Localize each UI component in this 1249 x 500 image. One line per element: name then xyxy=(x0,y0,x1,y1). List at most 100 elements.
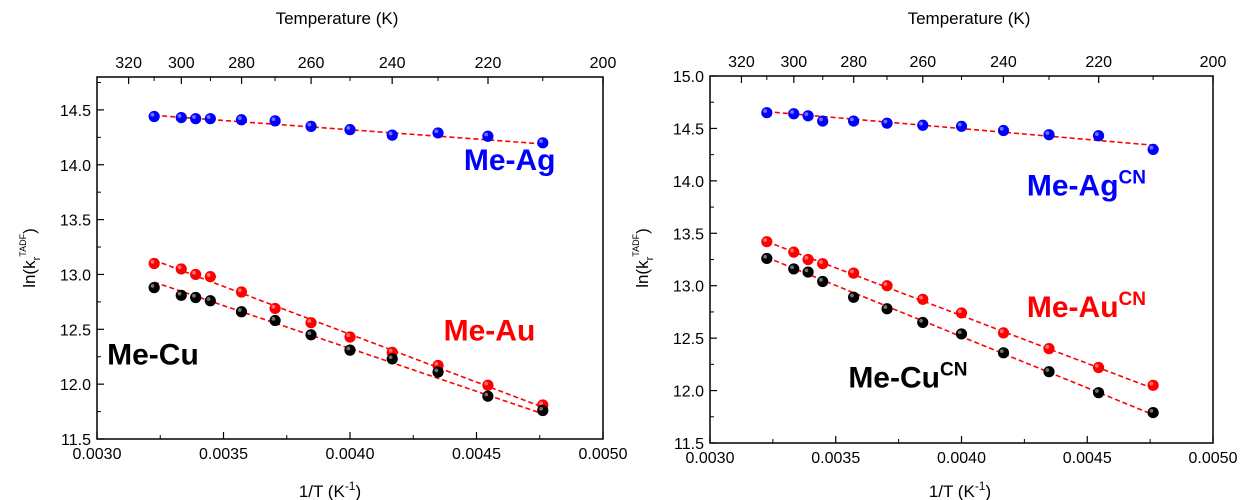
right-point-me-ag xyxy=(1092,130,1105,142)
left-point-highlight-me-au xyxy=(237,288,242,293)
left-y-axis-title-sub: r xyxy=(31,256,43,260)
right-point-me-au xyxy=(881,280,893,292)
right-point-me-cu xyxy=(802,266,814,278)
left-point-me-cu xyxy=(190,291,202,304)
right-point-me-cu xyxy=(997,347,1010,359)
left-series-label-text: Me-Cu xyxy=(107,338,199,371)
left-point-highlight-me-ag xyxy=(484,132,489,137)
left-point-me-au xyxy=(204,271,216,283)
right-point-me-ag xyxy=(917,119,929,131)
right-x-tick-label: 0.0050 xyxy=(1189,450,1238,467)
right-top-axis-title: Temperature (K) xyxy=(908,9,1031,28)
right-x-axis-title: 1/T (K-1) xyxy=(929,479,991,500)
right-point-me-cu xyxy=(848,291,860,303)
right-point-highlight-me-au xyxy=(1149,381,1154,386)
left-point-me-cu xyxy=(148,282,160,294)
left-top-axis-title: Temperature (K) xyxy=(276,9,399,28)
right-y-tick-label: 12.0 xyxy=(673,384,704,401)
left-x-axis-title-main: 1/T (K xyxy=(299,482,346,500)
left-point-highlight-me-ag xyxy=(177,113,182,118)
left-point-me-ag xyxy=(148,110,160,123)
right-point-me-au xyxy=(817,258,829,270)
left-y-tick-label: 14.0 xyxy=(60,158,91,175)
right-point-me-cu xyxy=(1147,406,1159,419)
left-point-me-au xyxy=(235,286,248,298)
right-point-highlight-me-au xyxy=(957,309,962,314)
left-point-me-cu xyxy=(269,314,281,327)
right-y-tick-label: 14.0 xyxy=(673,174,704,191)
left-point-me-cu xyxy=(344,344,356,356)
left-series-label-me-ag: Me-Ag xyxy=(464,144,556,177)
left-series-label-me-au: Me-Au xyxy=(444,314,536,347)
right-point-highlight-me-au xyxy=(1094,363,1099,368)
left-point-me-cu xyxy=(175,289,187,301)
right-x-tick-label: 0.0045 xyxy=(1063,450,1112,467)
left-point-me-au xyxy=(305,317,317,329)
right-point-highlight-me-ag xyxy=(790,110,794,114)
left-top-tick-label: 240 xyxy=(379,55,406,72)
right-top-tick-label: 320 xyxy=(728,54,755,71)
right-point-highlight-me-ag xyxy=(1045,131,1050,135)
right-point-me-au xyxy=(788,246,800,258)
right-y-axis-title-end: ) xyxy=(633,228,652,234)
left-point-highlight-me-ag xyxy=(307,122,312,127)
left-point-highlight-me-ag xyxy=(206,115,211,119)
right-y-tick-label: 11.5 xyxy=(674,436,704,453)
right-point-highlight-me-cu xyxy=(957,330,962,335)
right-point-highlight-me-ag xyxy=(999,126,1004,131)
left-y-axis-title: ln(krTADF) xyxy=(18,228,43,288)
left-point-highlight-me-cu xyxy=(206,297,211,301)
right-y-tick-label: 13.0 xyxy=(673,279,704,296)
right-point-highlight-me-cu xyxy=(999,349,1004,354)
left-point-highlight-me-cu xyxy=(539,406,543,411)
left-point-highlight-me-au xyxy=(388,348,393,353)
right-point-highlight-me-cu xyxy=(1045,368,1050,372)
left-point-me-ag xyxy=(432,127,444,139)
right-point-highlight-me-ag xyxy=(1149,145,1154,150)
left-point-highlight-me-au xyxy=(271,304,276,309)
left-series-label-me-cu: Me-Cu xyxy=(107,338,199,371)
right-top-tick-label: 300 xyxy=(780,54,807,71)
left-data-marks: 0.0030 0.0035 0.0040 0.0045 0.0050 11.5 12.0 12… xyxy=(60,55,628,463)
left-point-highlight-me-au xyxy=(346,333,351,338)
left-point-me-cu xyxy=(537,404,549,417)
left-y-tick-label: 13.0 xyxy=(60,267,91,284)
right-point-me-au xyxy=(802,253,814,266)
left-point-me-ag xyxy=(204,113,216,125)
left-point-me-au xyxy=(148,257,160,270)
left-point-highlight-me-cu xyxy=(237,308,242,312)
right-point-me-au xyxy=(1147,379,1159,391)
right-point-highlight-me-au xyxy=(790,248,794,253)
right-y-tick-label: 14.5 xyxy=(673,121,704,138)
right-x-tick-label: 0.0035 xyxy=(811,450,860,467)
right-point-me-ag xyxy=(802,110,814,122)
right-x-tick-label: 0.0030 xyxy=(686,450,735,467)
left-point-highlight-me-ag xyxy=(150,112,155,117)
left-point-me-ag xyxy=(305,120,317,132)
left-point-highlight-me-au xyxy=(150,259,155,264)
right-point-highlight-me-ag xyxy=(919,121,923,126)
left-point-me-ag xyxy=(537,137,549,149)
right-point-me-au xyxy=(1043,343,1055,355)
left-point-highlight-me-cu xyxy=(434,368,439,373)
left-point-highlight-me-cu xyxy=(388,355,393,360)
right-point-me-au xyxy=(997,327,1010,339)
right-point-highlight-me-ag xyxy=(804,112,809,117)
right-point-highlight-me-ag xyxy=(763,109,768,113)
left-top-tick-label: 320 xyxy=(115,55,142,72)
left-top-tick-label: 200 xyxy=(590,55,617,72)
left-point-me-ag xyxy=(175,111,187,124)
right-fit-line-me-au xyxy=(766,240,1154,390)
left-y-tick-label: 14.5 xyxy=(60,103,91,120)
right-point-me-ag xyxy=(955,120,968,132)
left-x-tick-label: 0.0035 xyxy=(199,446,248,463)
right-data-marks: 0.0030 0.0035 0.0040 0.0045 0.0050 11.5 12.0 12… xyxy=(673,54,1238,467)
right-point-highlight-me-cu xyxy=(1094,389,1099,393)
left-point-highlight-me-au xyxy=(434,361,439,366)
right-series-label-text: Me-Ag xyxy=(1027,170,1119,203)
right-y-tick-label: 12.5 xyxy=(673,331,704,348)
right-point-me-cu xyxy=(788,263,800,275)
left-point-highlight-me-cu xyxy=(192,293,196,298)
right-y-tick-label: 13.5 xyxy=(673,226,704,243)
